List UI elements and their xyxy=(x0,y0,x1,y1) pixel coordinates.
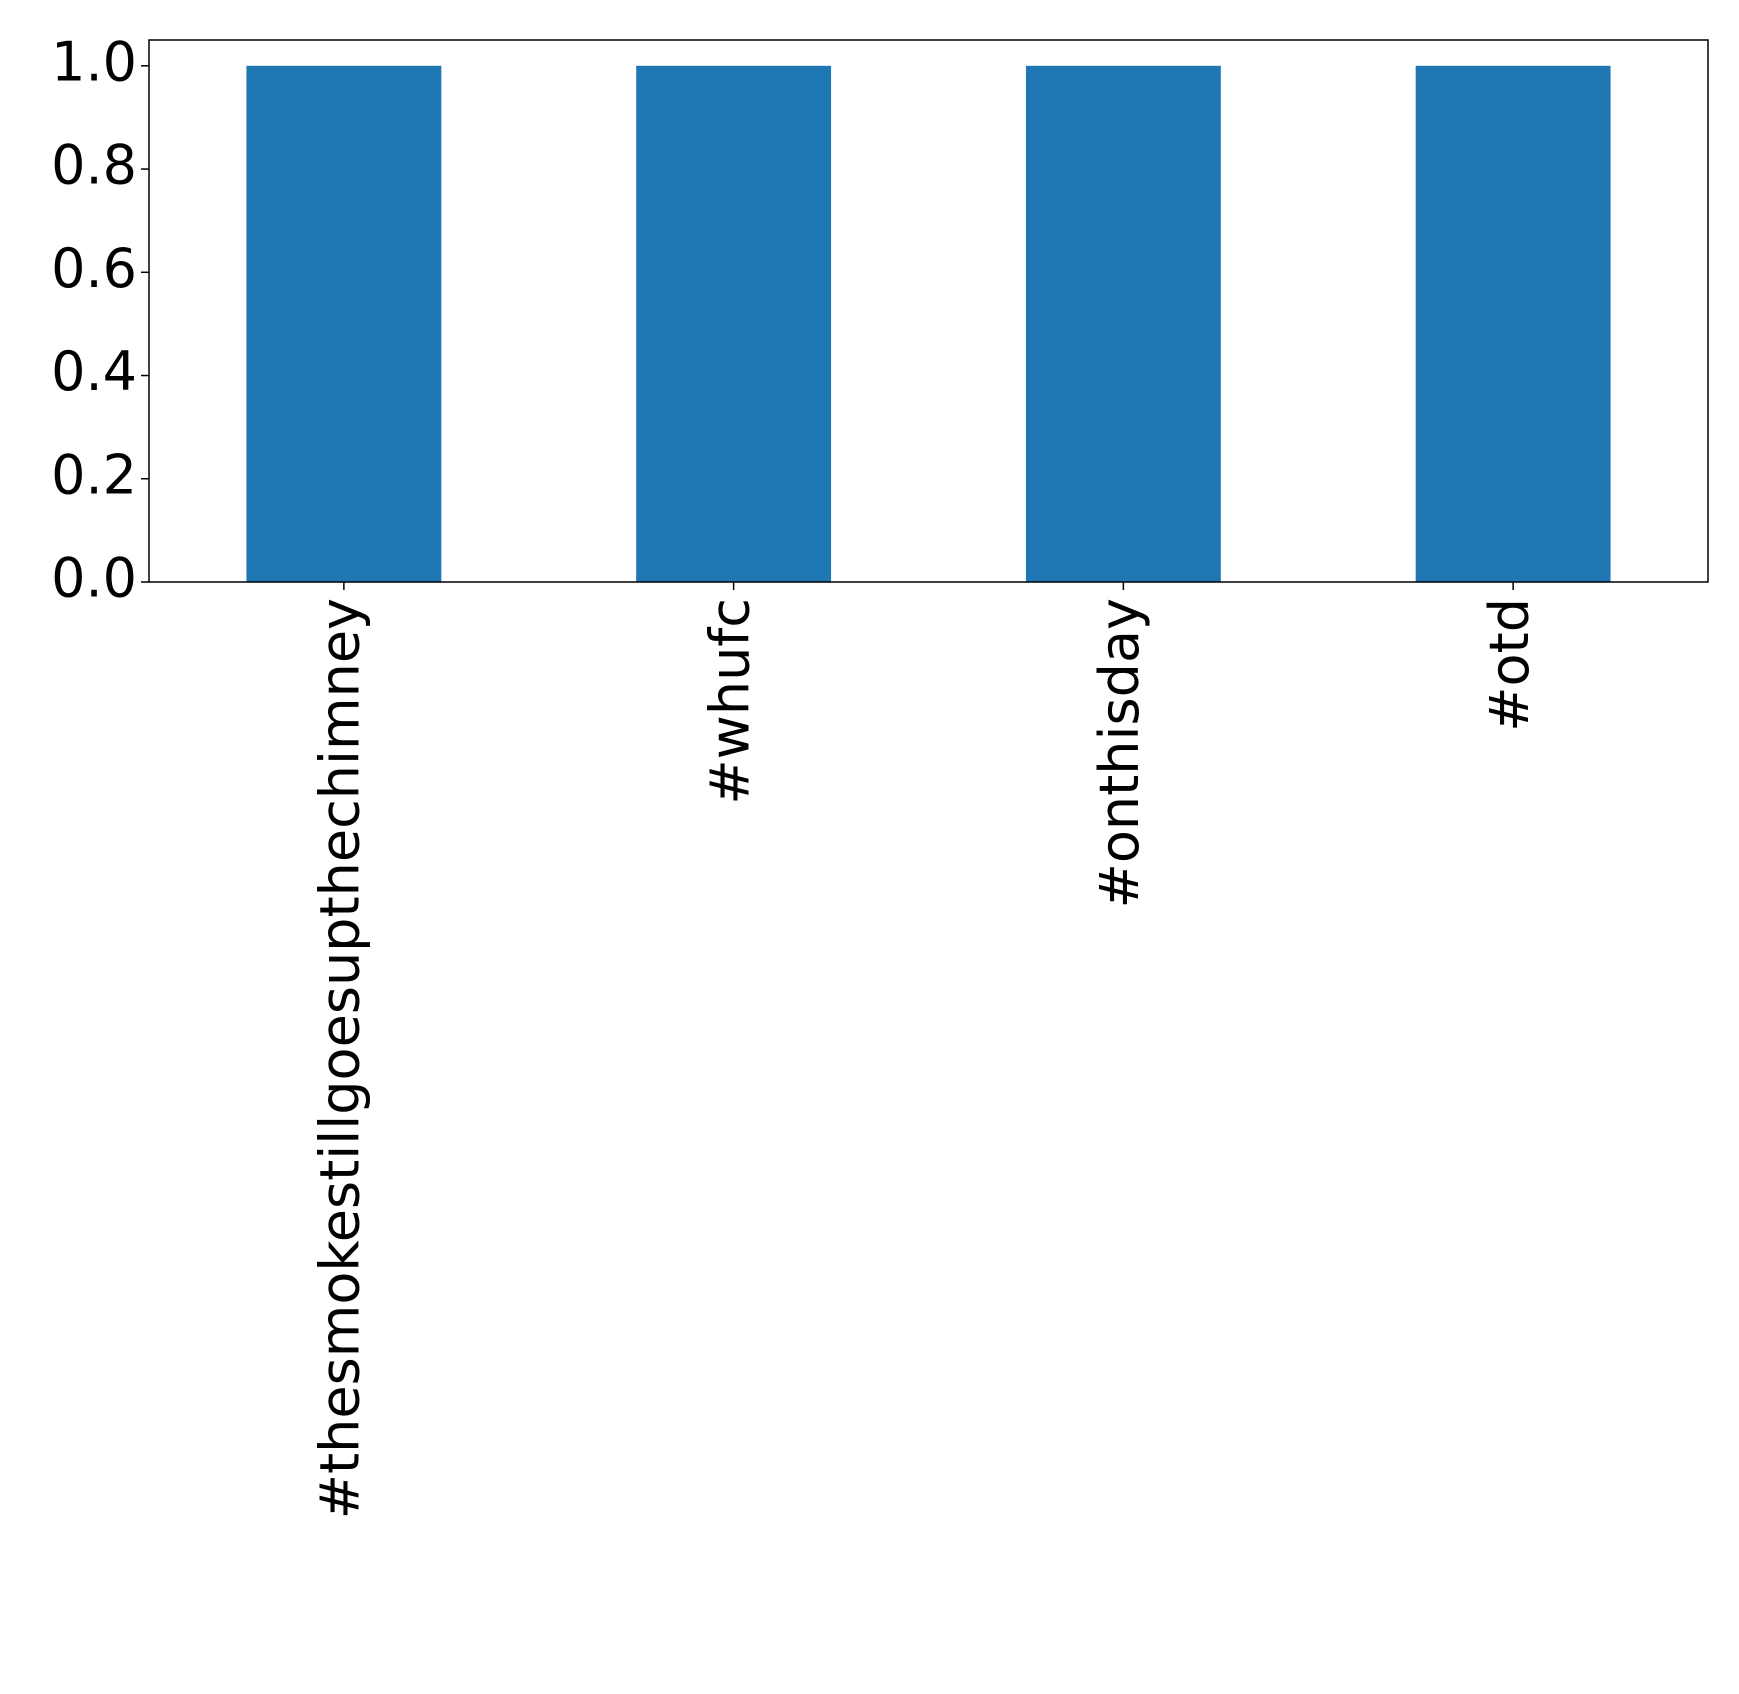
bar xyxy=(1415,65,1611,583)
y-tick-label: 1.0 xyxy=(51,30,137,93)
y-tick-label: 0.0 xyxy=(51,547,137,610)
bar xyxy=(246,65,442,583)
y-tick-label: 0.2 xyxy=(51,443,137,506)
x-tick-label: #otd xyxy=(1478,598,1541,732)
y-tick-label: 0.4 xyxy=(51,340,137,403)
x-tick-label: #onthisday xyxy=(1088,598,1151,908)
plot-frame xyxy=(148,39,1709,583)
y-tick-label: 0.6 xyxy=(51,237,137,300)
x-tick-label: #whufc xyxy=(698,598,761,805)
bar xyxy=(1025,65,1221,583)
bar xyxy=(636,65,832,583)
y-tick-label: 0.8 xyxy=(51,134,137,197)
x-tick-label: #thesmokestillgoesupthechimney xyxy=(309,598,372,1519)
